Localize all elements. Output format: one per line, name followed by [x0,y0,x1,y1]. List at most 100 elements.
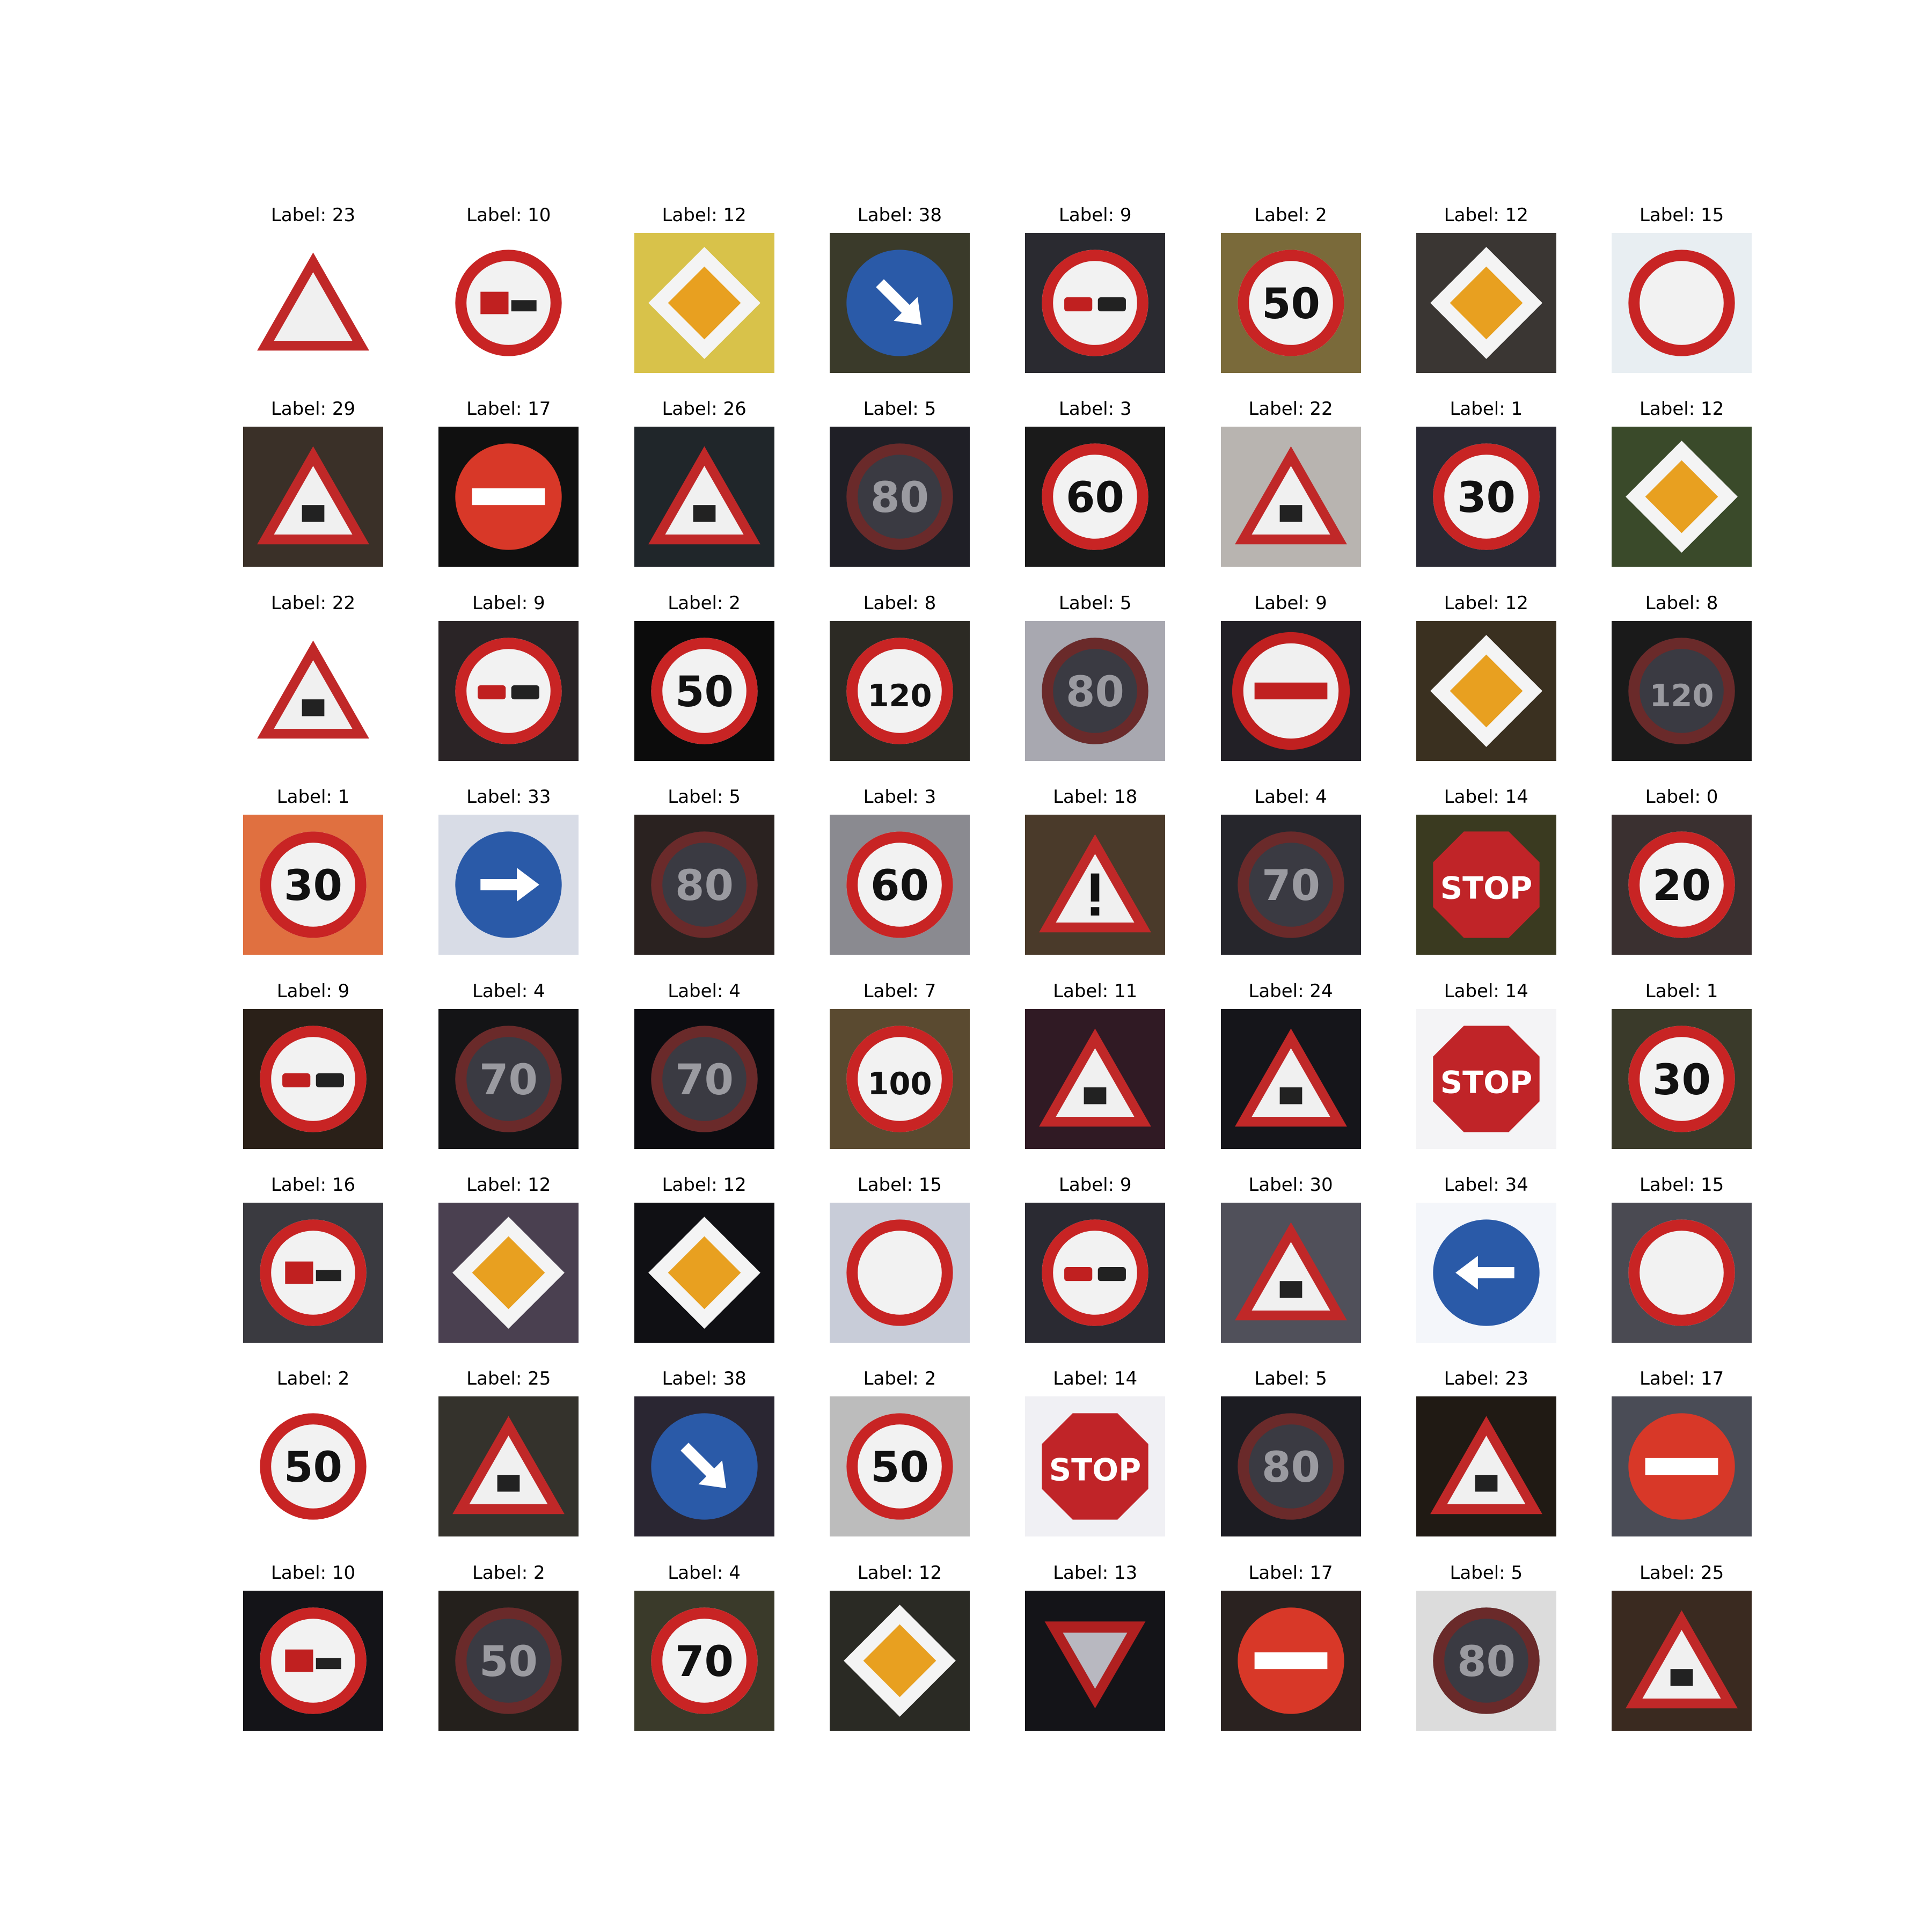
image-label-title: Label: 13 [1053,1562,1138,1584]
traffic-sign-image [1220,620,1361,761]
traffic-sign-image [634,1203,774,1343]
traffic-sign-image: 60 [829,815,970,955]
traffic-sign-image [1612,1590,1752,1731]
svg-text:120: 120 [867,678,932,714]
traffic-sign-image [1025,1590,1166,1731]
image-label-title: Label: 8 [1645,592,1718,614]
traffic-sign-image [1416,620,1556,761]
image-label-title: Label: 5 [668,786,741,808]
image-label-title: Label: 7 [863,980,936,1002]
image-label-title: Label: 25 [1639,1562,1724,1584]
image-label-title: Label: 15 [1639,204,1724,226]
image-label-title: Label: 38 [857,204,942,226]
traffic-sign-image: 80 [1025,620,1166,761]
image-label-title: Label: 2 [472,1562,545,1584]
traffic-sign-image: 30 [1612,1008,1752,1149]
svg-text:60: 60 [1066,474,1124,523]
image-label-title: Label: 18 [1053,786,1138,808]
image-label-title: Label: 12 [857,1562,942,1584]
image-label-title: Label: 22 [1248,398,1333,420]
svg-text:60: 60 [870,861,929,910]
traffic-sign-image: 50 [829,1396,970,1537]
image-label-title: Label: 10 [270,1562,356,1584]
image-label-title: Label: 9 [1058,1174,1132,1196]
traffic-sign-image [1220,1590,1361,1731]
image-label-title: Label: 5 [863,398,936,420]
traffic-sign-image: 80 [829,427,970,567]
traffic-sign-image [1612,427,1752,567]
image-label-title: Label: 23 [1444,1368,1528,1390]
traffic-sign-image: 80 [634,815,774,955]
image-label-title: Label: 29 [270,398,356,420]
traffic-sign-image: STOP [1416,815,1556,955]
traffic-sign-image [243,620,383,761]
traffic-sign-image [1612,1203,1752,1343]
traffic-sign-image: 100 [829,1008,970,1149]
image-label-title: Label: 14 [1444,786,1528,808]
svg-text:STOP: STOP [1049,1452,1141,1488]
traffic-sign-image: 70 [634,1590,774,1731]
traffic-sign-image [1025,1203,1166,1343]
traffic-sign-image: STOP [1416,1008,1556,1149]
image-label-title: Label: 16 [270,1174,356,1196]
image-label-title: Label: 2 [668,592,741,614]
traffic-sign-image: 80 [1416,1590,1556,1731]
traffic-sign-image: 70 [438,1008,579,1149]
traffic-sign-image [634,233,774,373]
traffic-sign-image [634,427,774,567]
svg-text:30: 30 [1457,474,1516,523]
image-label-title: Label: 0 [1645,786,1718,808]
traffic-sign-image [438,427,579,567]
traffic-sign-image: 120 [829,620,970,761]
image-label-title: Label: 12 [1639,398,1724,420]
image-label-title: Label: 30 [1248,1174,1333,1196]
traffic-sign-image [243,233,383,373]
traffic-sign-image: 70 [1220,815,1361,955]
image-label-title: Label: 12 [662,204,747,226]
image-label-title: Label: 23 [270,204,356,226]
image-label-title: Label: 11 [1053,980,1138,1002]
svg-text:50: 50 [870,1444,929,1492]
image-label-title: Label: 1 [1645,980,1718,1002]
traffic-sign-image [243,1203,383,1343]
image-label-title: Label: 14 [1053,1368,1138,1390]
image-label-title: Label: 1 [1450,398,1523,420]
image-label-title: Label: 38 [662,1368,747,1390]
image-label-title: Label: 8 [863,592,936,614]
svg-text:80: 80 [675,861,734,910]
traffic-sign-image [243,1590,383,1731]
svg-text:120: 120 [1650,678,1714,714]
image-label-title: Label: 9 [472,592,545,614]
image-label-title: Label: 17 [1248,1562,1333,1584]
traffic-sign-image [1416,1396,1556,1537]
svg-text:STOP: STOP [1440,870,1532,906]
image-label-title: Label: 1 [276,786,350,808]
image-label-title: Label: 26 [662,398,747,420]
image-label-title: Label: 5 [1450,1562,1523,1584]
image-label-title: Label: 2 [863,1368,936,1390]
traffic-sign-image: STOP [1025,1396,1166,1537]
image-label-title: Label: 2 [1254,204,1327,226]
image-label-title: Label: 4 [472,980,545,1002]
traffic-sign-image [1220,427,1361,567]
image-label-title: Label: 10 [466,204,551,226]
svg-text:50: 50 [1262,280,1320,328]
traffic-sign-image [1025,815,1166,955]
svg-text:70: 70 [675,1056,734,1104]
traffic-sign-image [1220,1203,1361,1343]
image-label-title: Label: 5 [1058,592,1132,614]
traffic-sign-image [438,815,579,955]
image-label-title: Label: 12 [662,1174,747,1196]
traffic-sign-image: 80 [1220,1396,1361,1537]
image-label-title: Label: 5 [1254,1368,1327,1390]
image-label-title: Label: 3 [1058,398,1132,420]
traffic-sign-image: 50 [243,1396,383,1537]
image-label-title: Label: 4 [668,980,741,1002]
traffic-sign-image [829,233,970,373]
traffic-sign-image [243,427,383,567]
image-label-title: Label: 9 [276,980,350,1002]
traffic-sign-image [1612,1396,1752,1537]
svg-text:20: 20 [1652,861,1711,910]
svg-text:70: 70 [1262,861,1320,910]
